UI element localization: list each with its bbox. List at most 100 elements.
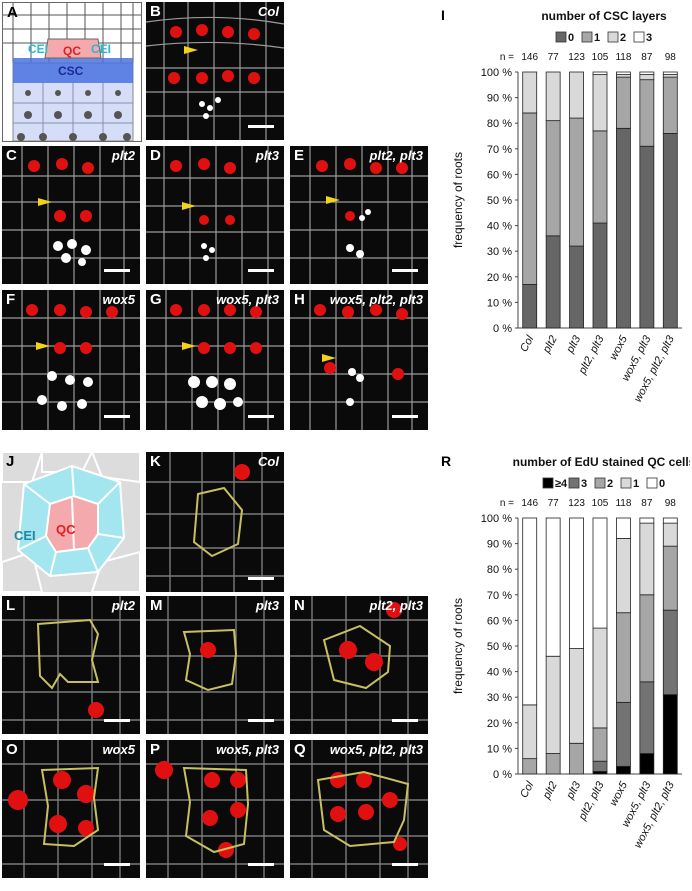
y-tick-label: 80 % <box>487 564 512 576</box>
bar-segment <box>639 753 655 775</box>
legend-swatch <box>607 31 619 43</box>
n-count-label: 146 <box>521 52 538 63</box>
bar-segment <box>522 112 538 285</box>
micrograph-o <box>2 740 140 878</box>
n-count-label: 123 <box>568 498 585 509</box>
panel-q-micrograph: Q wox5, plt2, plt3 <box>290 740 428 878</box>
y-tick-label: 60 % <box>487 615 512 627</box>
bar-segment <box>639 681 655 754</box>
bar-segment <box>569 71 584 119</box>
arrowhead-indicator <box>38 198 52 206</box>
panel-f-micrograph: F wox5 <box>2 290 140 430</box>
bar-segment <box>522 517 538 706</box>
legend-swatch <box>542 477 554 489</box>
bar-segment <box>639 522 655 596</box>
micrograph-e <box>290 146 428 284</box>
qc-outline <box>322 624 392 690</box>
scale-bar <box>104 719 130 722</box>
x-category-label: plt3 <box>564 333 584 356</box>
scale-bar <box>248 415 274 418</box>
x-category-label: plt2 <box>540 780 559 802</box>
bar-segment <box>616 517 631 539</box>
micrograph-f <box>2 290 140 430</box>
y-tick-label: 90 % <box>487 539 512 551</box>
y-tick-label: 80 % <box>487 118 512 130</box>
qc-cell <box>44 38 102 59</box>
scale-bar <box>392 415 418 418</box>
scale-bar <box>104 863 130 866</box>
arrowhead-indicator <box>182 202 196 210</box>
genotype-label-k: Col <box>258 454 279 469</box>
scale-bar <box>392 719 418 722</box>
y-tick-label: 40 % <box>487 667 512 679</box>
cei-right-label: CEI <box>91 42 111 56</box>
genotype-label-p: wox5, plt3 <box>216 742 279 757</box>
panel-label-l: L <box>6 597 16 614</box>
y-tick-label: 0 % <box>493 323 512 335</box>
panel-label-n: N <box>294 597 305 614</box>
scale-bar <box>248 863 274 866</box>
micrograph-q <box>290 740 428 878</box>
csc-layer <box>13 58 133 83</box>
legend-label: 0 <box>659 478 665 490</box>
n-count-label: 98 <box>665 52 677 63</box>
bar-segment <box>545 753 561 775</box>
chart-r-edu-qc-cells: R number of EdU stained QC cells ≥4 3 2 1 0 n … <box>441 453 692 850</box>
n-prefix-label: n = <box>500 52 514 63</box>
panel-label-d: D <box>150 147 161 164</box>
legend-swatch <box>555 31 567 43</box>
panel-label-p: P <box>150 741 161 758</box>
scale-bar <box>392 269 418 272</box>
bar-segment <box>592 222 608 329</box>
n-count-label: 87 <box>641 52 653 63</box>
chart-i-container: I number of CSC layers 0 1 2 3 n = 146 77 123 105… <box>432 0 690 440</box>
y-tick-label: 20 % <box>487 272 512 284</box>
micrograph-l <box>2 596 140 734</box>
genotype-label-m: plt3 <box>255 598 279 613</box>
n-count-label: 105 <box>592 52 609 63</box>
panel-label-m: M <box>150 597 163 614</box>
bar-segment <box>545 517 561 657</box>
bar-segment <box>545 655 561 754</box>
panel-label-f: F <box>6 291 16 308</box>
chart-r-container: R number of EdU stained QC cells ≥4 3 2 1 0 n … <box>432 446 692 886</box>
micrograph-p <box>146 740 284 878</box>
panel-c-micrograph: C plt2 <box>2 146 140 284</box>
bar-segment <box>592 760 608 772</box>
arrowhead-indicator <box>182 342 196 350</box>
scale-bar <box>248 269 274 272</box>
bar-segment <box>592 517 608 629</box>
qc-outline <box>182 766 250 854</box>
arrowhead-indicator <box>184 46 198 54</box>
n-count-label: 77 <box>548 52 560 63</box>
n-count-label: 123 <box>568 52 585 63</box>
cei-left-label: CEI <box>28 42 48 56</box>
panel-label-e: E <box>294 147 305 164</box>
genotype-label-n: plt2, plt3 <box>369 598 423 613</box>
bar-segment <box>662 133 678 329</box>
y-axis-label: frequency of roots <box>451 598 465 694</box>
y-tick-label: 10 % <box>487 743 512 755</box>
qc-outline <box>36 618 100 690</box>
panel-label-h: H <box>294 291 305 308</box>
y-tick-label: 100 % <box>481 513 512 525</box>
n-count-label: 98 <box>665 498 677 509</box>
panel-j-qc-schematic: CEI QC J <box>2 452 140 592</box>
qc-outline <box>192 486 244 558</box>
qc-top-view-diagram: CEI QC <box>2 452 140 592</box>
genotype-label-l: plt2 <box>111 598 135 613</box>
bar-segment <box>616 76 631 129</box>
panel-m-micrograph: M plt3 <box>146 596 284 734</box>
legend-label: ≥4 <box>555 478 568 490</box>
micrograph-h <box>290 290 428 430</box>
y-tick-label: 20 % <box>487 718 512 730</box>
legend-label: 2 <box>607 478 613 490</box>
qc-label: QC <box>63 44 81 58</box>
bar-segment <box>639 517 655 524</box>
bar-segment <box>662 522 678 547</box>
legend-swatch <box>620 477 632 489</box>
legend-label: 1 <box>594 32 600 44</box>
chart-title: number of CSC layers <box>541 9 667 23</box>
bar-segment <box>545 71 561 122</box>
legend-label: 3 <box>581 478 587 490</box>
